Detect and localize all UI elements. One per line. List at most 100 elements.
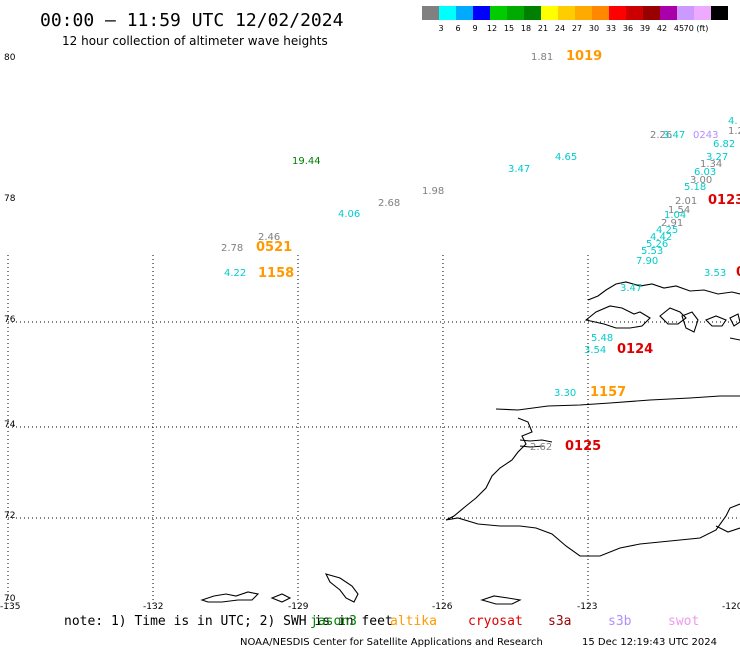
color-scale-legend [422, 6, 728, 20]
observation-label: 2.78 [221, 243, 243, 254]
lat-label: 76 [4, 315, 16, 325]
legend-swatch [456, 6, 473, 20]
lat-label: 74 [4, 420, 16, 430]
legend-label: 27 [572, 24, 582, 33]
legend-swatch [660, 6, 677, 20]
observation-label: 0243 [693, 130, 718, 141]
map-subtitle: 12 hour collection of altimeter wave hei… [62, 34, 328, 48]
latitude-labels: 80 78 76 74 72 70 [4, 53, 16, 604]
lon-label: -120 [722, 602, 740, 612]
observation-label: 3.30 [554, 388, 576, 399]
observation-label: 2.26 [650, 130, 672, 141]
legend-label: 18 [521, 24, 531, 33]
lat-label: 78 [4, 194, 16, 204]
lon-label: -123 [577, 602, 597, 612]
legend-swatch [677, 6, 694, 20]
legend-label: 33 [606, 24, 616, 33]
observation-label: 5.26 [646, 239, 668, 250]
longitude-labels: -135 -132 -129 -126 -123 -120 [0, 602, 740, 612]
observation-label: 7.90 [636, 256, 658, 267]
observation-label: 3.27 [706, 152, 728, 163]
observation-label: 0 [736, 265, 740, 280]
observation-label: 2.68 [378, 198, 400, 209]
satellite-legend-jason3: jason3 [310, 614, 357, 629]
legend-swatch [711, 6, 728, 20]
observation-label: 2.91 [661, 218, 683, 229]
satellite-legend-cryosat: cryosat [468, 614, 523, 629]
legend-label: 21 [538, 24, 548, 33]
observation-label: 4. [728, 116, 738, 127]
lon-label: -126 [432, 602, 453, 612]
legend-label: 39 [640, 24, 650, 33]
legend-label: 70 (ft) [684, 24, 709, 33]
observation-label: 5.18 [684, 182, 706, 193]
satellite-legend: jason3 altika cryosat s3a s3b swot [310, 614, 699, 629]
timestamp-text: 15 Dec 12:19:43 UTC 2024 [582, 637, 717, 648]
observation-label: 1.98 [422, 186, 444, 197]
observation-label: 5.53 [641, 246, 663, 257]
observation-label: 2.01 [675, 196, 697, 207]
satellite-legend-s3b: s3b [608, 614, 632, 629]
legend-label: 42 [657, 24, 667, 33]
legend-swatch [507, 6, 524, 20]
observation-label: 4.25 [656, 225, 678, 236]
legend-swatch [558, 6, 575, 20]
observation-label: 0521 [256, 240, 292, 255]
observation-label: 1158 [258, 266, 294, 281]
color-scale-labels: 3 6 9 12 15 18 21 24 27 30 33 36 39 42 45 70 (ft) [438, 24, 708, 33]
legend-swatch [541, 6, 558, 20]
observation-label: 3.53 [704, 268, 726, 279]
observation-label: 2.46 [258, 232, 280, 243]
lon-label: -132 [143, 602, 163, 612]
observation-label: 6.82 [713, 139, 735, 150]
legend-swatch [643, 6, 660, 20]
observation-label: 3.47 [508, 164, 530, 175]
credit-text: NOAA/NESDIS Center for Satellite Applica… [240, 637, 543, 648]
observation-label: 4.42 [650, 232, 672, 243]
observation-label: 5.48 [591, 333, 613, 344]
legend-swatch [626, 6, 643, 20]
legend-label: 36 [623, 24, 633, 33]
legend-label: 6 [455, 24, 460, 33]
satellite-legend-altika: altika [390, 614, 437, 629]
legend-label: 12 [487, 24, 497, 33]
legend-swatch [575, 6, 592, 20]
observation-label: 1.81 [531, 52, 553, 63]
observation-label: 4.06 [338, 209, 360, 220]
legend-swatch [439, 6, 456, 20]
observation-label: 0123 [708, 193, 740, 208]
lat-label: 70 [4, 594, 16, 604]
satellite-legend-s3a: s3a [548, 614, 571, 629]
observation-label: 4.65 [555, 152, 577, 163]
lon-label: -135 [0, 602, 20, 612]
legend-swatch [473, 6, 490, 20]
legend-label: 24 [555, 24, 565, 33]
lat-label: 80 [4, 53, 16, 63]
legend-label: 3 [438, 24, 443, 33]
map-title: 00:00 – 11:59 UTC 12/02/2024 [40, 10, 343, 31]
observation-label: 1019 [566, 49, 602, 64]
observation-label: 3.47 [620, 283, 642, 294]
legend-swatch [422, 6, 439, 20]
legend-label: 45 [674, 24, 684, 33]
lat-label: 72 [4, 511, 15, 521]
observation-label: 6.03 [694, 167, 716, 178]
legend-swatch [609, 6, 626, 20]
observation-label: 2.62 [530, 442, 552, 453]
observation-label: 1.54 [668, 205, 690, 216]
coastline [200, 281, 740, 605]
observation-label: 1.04 [664, 210, 686, 221]
legend-label: 9 [472, 24, 477, 33]
wave-height-observations: 1.81101919.443.474.652.263.4702434.1.26.… [221, 49, 740, 454]
legend-label: 30 [589, 24, 599, 33]
legend-swatch [694, 6, 711, 20]
observation-label: 3.47 [663, 130, 685, 141]
legend-swatch [490, 6, 507, 20]
observation-label: 1157 [590, 385, 626, 400]
observation-label: 19.44 [292, 156, 321, 167]
observation-label: 1.34 [700, 159, 722, 170]
observation-label: 3.54 [584, 345, 606, 356]
legend-swatch [592, 6, 609, 20]
observation-label: 0124 [617, 342, 653, 357]
